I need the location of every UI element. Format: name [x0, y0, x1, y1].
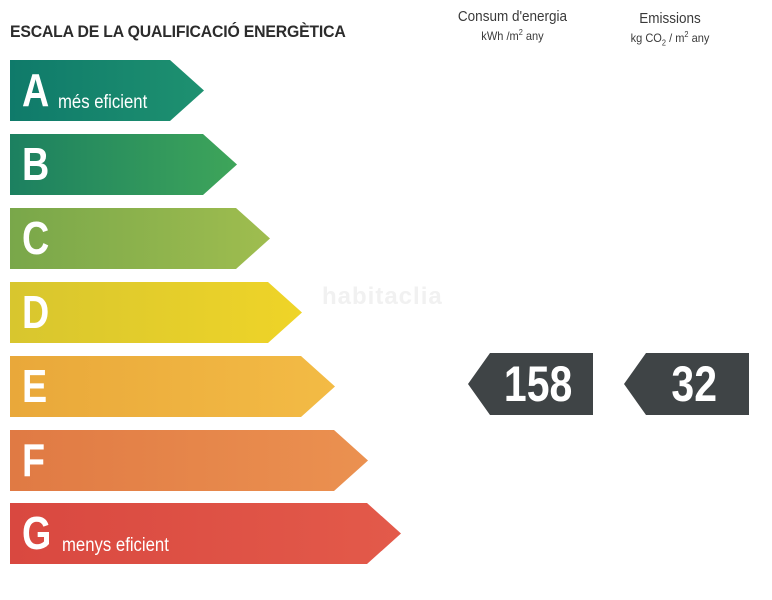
emissions-column-header: Emissions kg CO2 / m2 any — [600, 10, 740, 47]
emissions-value-badge: 32 — [624, 353, 749, 415]
energy-value: 158 — [503, 356, 573, 412]
rating-bar-a: A més eficient — [10, 60, 204, 121]
rating-letter: D — [22, 286, 50, 338]
emissions-heading: Emissions — [639, 10, 701, 27]
rating-letter: B — [22, 138, 50, 190]
energy-heading: Consum d'energia — [457, 8, 568, 25]
rating-bar-e: E — [10, 356, 335, 417]
rating-label-best: més eficient — [58, 92, 148, 113]
rating-letter: F — [22, 434, 46, 486]
rating-bar-g: G menys eficient — [10, 503, 401, 564]
rating-bar-b: B — [10, 134, 237, 195]
rating-bar-c: C — [10, 208, 270, 269]
watermark: habitaclia — [322, 283, 443, 310]
rating-bar-d: D — [10, 282, 302, 343]
energy-value-badge: 158 — [468, 353, 593, 415]
page-title: ESCALA DE LA QUALIFICACIÓ ENERGÈTICA — [10, 22, 346, 41]
rating-letter: C — [22, 212, 50, 264]
rating-bar-f: F — [10, 430, 368, 491]
rating-label-worst: menys eficient — [62, 535, 169, 556]
rating-letter: E — [22, 360, 48, 412]
energy-unit: kWh /m2 any — [481, 28, 544, 43]
energy-column-header: Consum d'energia kWh /m2 any — [440, 8, 585, 43]
rating-letter: G — [22, 507, 52, 559]
emissions-unit: kg CO2 / m2 any — [630, 30, 710, 48]
rating-letter: A — [22, 64, 50, 116]
emissions-value: 32 — [671, 356, 717, 412]
